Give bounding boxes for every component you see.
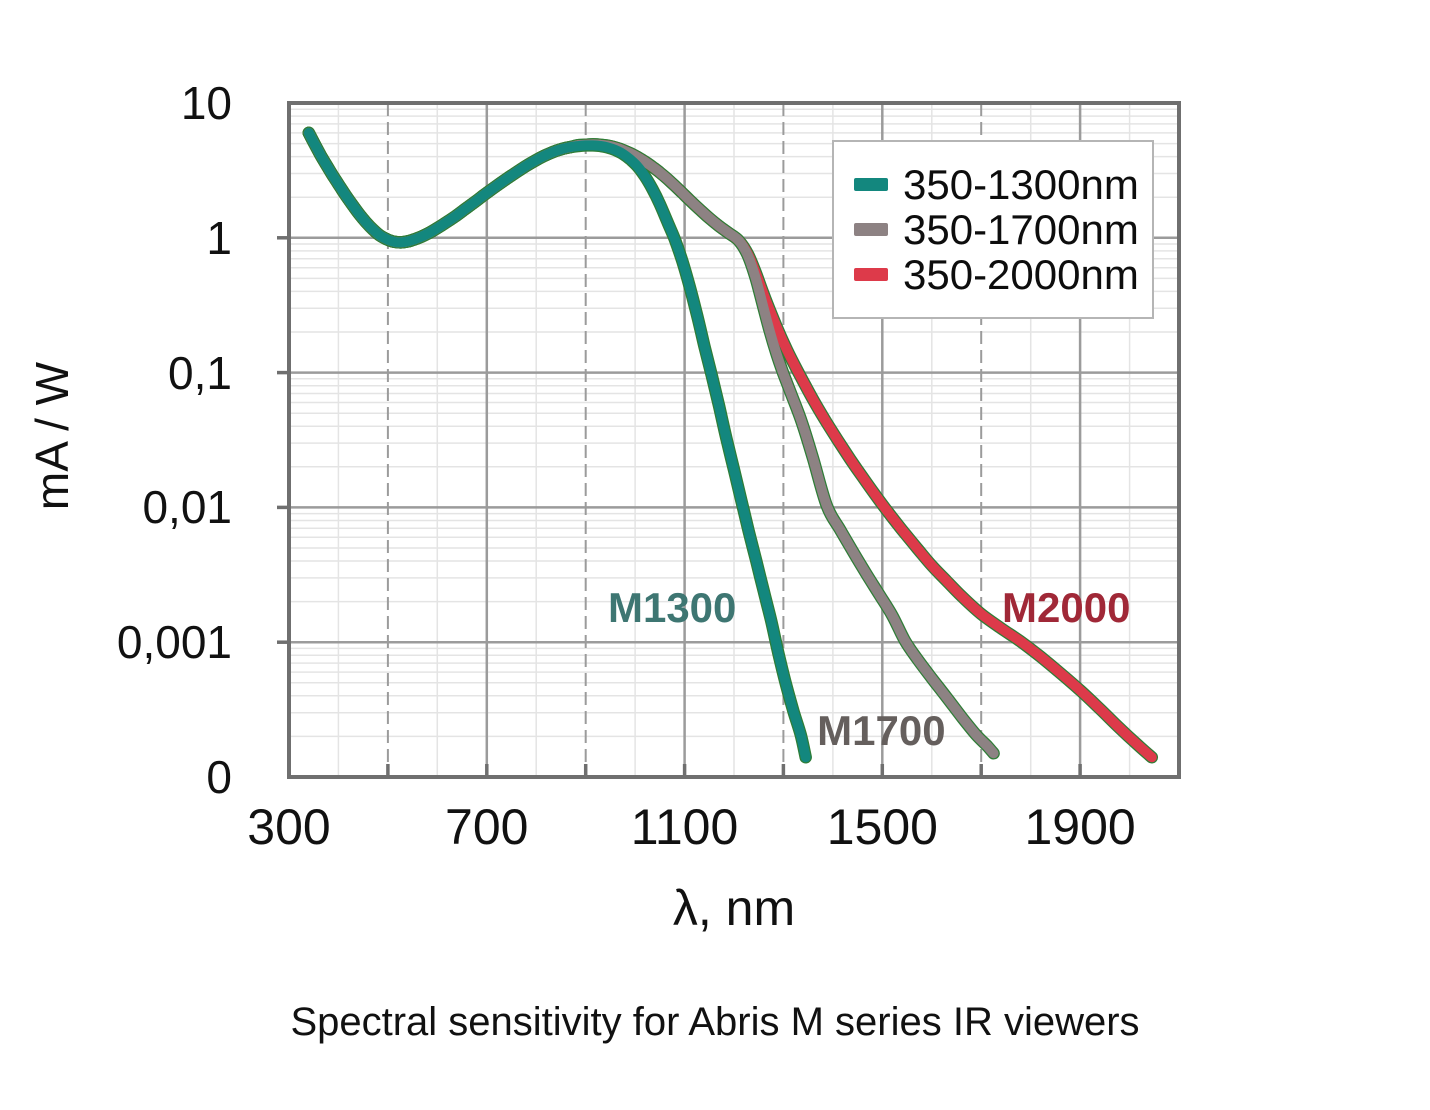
curve-label-m1300: M1300 xyxy=(607,583,737,631)
legend-label: 350-1300nm xyxy=(903,161,1139,208)
legend-swatch-gray-icon xyxy=(854,223,888,236)
x-axis-title: λ, nm xyxy=(672,880,796,936)
legend-label: 350-1700nm xyxy=(903,206,1139,253)
legend-item: 350-1700nm xyxy=(834,207,1152,252)
y-tick-label: 0,001 xyxy=(116,616,232,669)
curve-label-m1700: M1700 xyxy=(817,706,946,754)
legend-swatch-teal-icon xyxy=(854,178,888,191)
y-tick-label: 0,1 xyxy=(168,346,232,399)
x-tick-label: 300 xyxy=(247,799,331,855)
x-tick-label: 1900 xyxy=(1024,799,1136,855)
x-tick-label: 1500 xyxy=(826,799,938,855)
y-tick-label: 1 xyxy=(206,211,232,264)
legend-swatch-red-icon xyxy=(854,268,888,281)
legend-item: 350-2000nm xyxy=(834,252,1152,297)
curve-label-m2000: M2000 xyxy=(1002,583,1131,631)
x-tick-label: 1100 xyxy=(630,799,739,855)
caption: Spectral sensitivity for Abris M series … xyxy=(290,1000,1140,1044)
x-tick-label: 700 xyxy=(445,799,529,855)
y-tick-label: 10 xyxy=(180,77,232,129)
legend-item: 350-1300nm xyxy=(834,162,1152,207)
legend-box: 350-1300nm 350-1700nm 350-2000nm xyxy=(832,140,1154,319)
y-tick-label: 0 xyxy=(206,751,232,803)
legend-label: 350-2000nm xyxy=(903,251,1139,298)
y-tick-label: 0,01 xyxy=(142,481,232,534)
y-axis-title: mA / W xyxy=(26,361,78,511)
